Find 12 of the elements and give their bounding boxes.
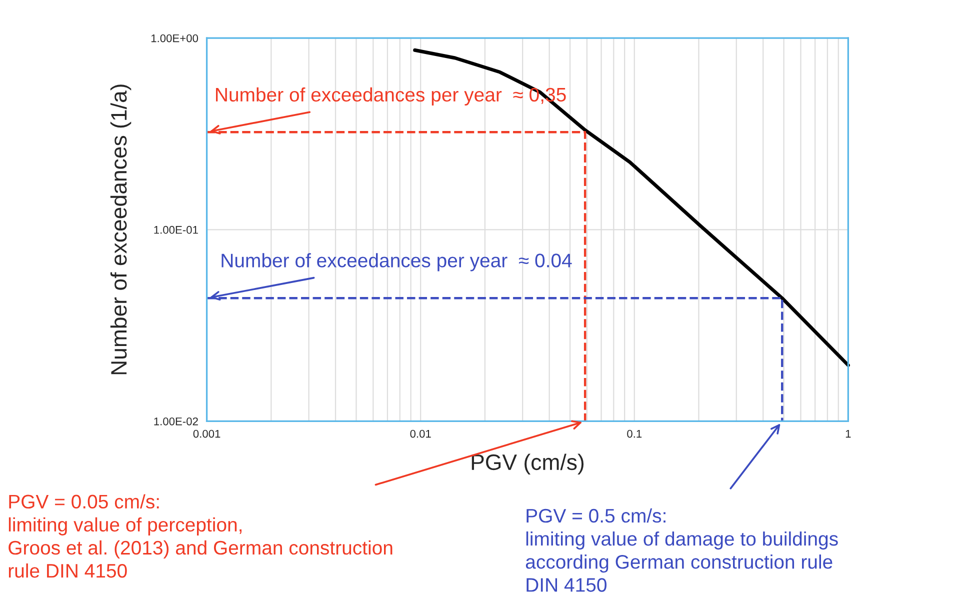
y-tick-label: 1.00E+00 <box>151 34 198 42</box>
y-axis-title: Number of exceedances (1/a) <box>110 84 132 374</box>
x-tick-label: 0.01 <box>410 430 431 438</box>
annotation: PGV = 0.5 cm/s: limiting value of damage to buildings according German construction rule DIN 4150 <box>526 508 838 592</box>
x-tick-label: 1 <box>846 430 851 438</box>
annotation: PGV = 0.05 cm/s: limiting value of perception, Groos et al. (2013) and German construction rule DIN 4150 <box>8 494 392 578</box>
x-tick-label: 0.001 <box>193 430 220 438</box>
y-tick-label: 1.00E-02 <box>154 417 198 426</box>
y-tick-label: 1.00E-01 <box>154 226 198 234</box>
x-axis-title: PGV (cm/s) <box>472 454 584 474</box>
annotation: Number of exceedances per year ≈ 0.04 <box>222 253 572 272</box>
x-tick-label: 0.1 <box>627 430 642 438</box>
